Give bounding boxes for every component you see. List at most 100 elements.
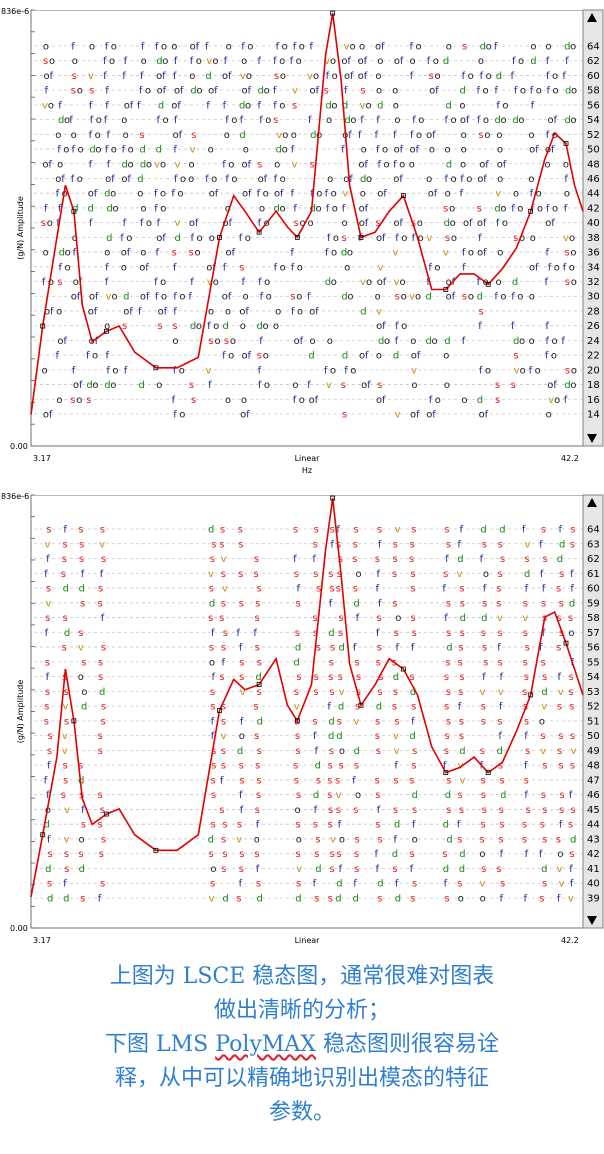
frf-marker xyxy=(443,287,449,292)
stab-symbol: o xyxy=(43,42,49,53)
stab-symbol: o xyxy=(355,569,361,580)
scroll-down-arrow-icon[interactable] xyxy=(587,916,597,925)
scroll-up-arrow-icon[interactable] xyxy=(587,13,597,22)
stab-symbol: o xyxy=(520,365,526,376)
stab-symbol: s xyxy=(354,657,359,668)
stab-symbol: s xyxy=(483,657,488,668)
stab-symbol: o xyxy=(222,218,228,229)
stab-symbol: o xyxy=(544,159,550,170)
stab-symbol: f xyxy=(162,233,166,244)
stab-symbol: f xyxy=(500,672,504,683)
stab-symbol: s xyxy=(496,598,501,609)
stab-symbol: s xyxy=(541,598,546,609)
stab-symbol: f xyxy=(564,203,568,214)
stab-symbol: s xyxy=(172,248,177,259)
stab-symbol: s xyxy=(62,613,67,624)
stab-symbol: o xyxy=(483,115,489,126)
stab-symbol: o xyxy=(156,71,162,82)
stab-symbol: o xyxy=(124,100,130,111)
stab-symbol: o xyxy=(209,657,215,668)
order-tick-label: 64 xyxy=(587,525,600,536)
stab-symbol: d xyxy=(395,894,401,905)
stab-symbol: s xyxy=(511,380,516,391)
stab-symbol: o xyxy=(547,380,553,391)
stab-symbol: f xyxy=(557,672,561,683)
stab-symbol: d xyxy=(459,849,465,860)
stab-symbol: d xyxy=(460,613,466,624)
scroll-up-arrow-icon[interactable] xyxy=(587,498,597,507)
order-tick-label: 32 xyxy=(587,277,600,288)
stab-symbol: d xyxy=(257,894,263,905)
stab-symbol: f xyxy=(383,189,387,200)
stab-symbol: f xyxy=(426,277,430,288)
stab-symbol: f xyxy=(239,879,243,890)
stab-symbol: s xyxy=(392,702,397,713)
stab-symbol: o xyxy=(377,277,383,288)
stab-symbol: s xyxy=(100,879,105,890)
stab-symbol: f xyxy=(315,86,319,97)
stab-symbol: s xyxy=(559,569,564,580)
stab-symbol: o xyxy=(468,248,474,259)
stab-symbol: s xyxy=(570,525,575,536)
stab-symbol: f xyxy=(563,262,567,273)
stab-symbol: s xyxy=(316,775,321,786)
frf-marker xyxy=(256,229,262,235)
stab-symbol: f xyxy=(400,56,404,67)
stab-symbol: f xyxy=(156,115,160,126)
stab-symbol: v xyxy=(377,262,383,273)
order-tick-label: 51 xyxy=(587,716,600,727)
stab-symbol: o xyxy=(128,145,134,156)
stab-symbol: d xyxy=(273,203,279,214)
stab-symbol: f xyxy=(208,380,212,391)
stab-symbol: v xyxy=(190,145,196,156)
frf-marker xyxy=(71,718,77,724)
stab-symbol: s xyxy=(62,643,67,654)
stab-symbol: s xyxy=(208,849,213,860)
stab-symbol: f xyxy=(58,262,62,273)
stab-symbol: s xyxy=(556,834,561,845)
stab-symbol: s xyxy=(557,702,562,713)
stab-symbol: f xyxy=(344,365,348,376)
stab-symbol: o xyxy=(95,145,101,156)
stab-symbol: s xyxy=(446,598,451,609)
stab-symbol: v xyxy=(479,687,485,698)
stab-symbol: o xyxy=(350,42,356,53)
stab-symbol: f xyxy=(376,115,380,126)
stab-symbol: o xyxy=(275,306,281,317)
stab-symbol: s xyxy=(480,775,485,786)
stab-symbol: s xyxy=(356,687,361,698)
stab-symbol: v xyxy=(174,159,180,170)
stab-symbol: f xyxy=(103,56,107,67)
stab-symbol: o xyxy=(530,233,536,244)
stab-symbol: f xyxy=(409,42,413,53)
caption-line-3-a: 下图 LMS xyxy=(105,1032,216,1057)
stab-symbol: f xyxy=(248,159,252,170)
scroll-down-arrow-icon[interactable] xyxy=(587,434,597,443)
stab-symbol: s xyxy=(257,657,262,668)
stab-symbol: d xyxy=(63,894,69,905)
stab-symbol: f xyxy=(104,115,108,126)
stab-symbol: s xyxy=(558,731,563,742)
stab-symbol: f xyxy=(258,365,262,376)
stab-symbol: o xyxy=(111,42,117,53)
stab-symbol: s xyxy=(353,805,358,816)
stab-symbol: o xyxy=(341,56,347,67)
stab-symbol: s xyxy=(565,365,570,376)
stab-symbol: f xyxy=(338,820,342,831)
order-tick-label: 55 xyxy=(587,657,600,668)
stab-symbol: s xyxy=(208,336,213,347)
stab-symbol: f xyxy=(248,351,252,362)
stab-symbol: o xyxy=(173,130,179,141)
caption: 上图为 LSCE 稳态图，通常很难对图表 做出清晰的分析； 下图 LMS Pol… xyxy=(44,960,560,1130)
stab-symbol: o xyxy=(458,894,464,905)
stab-symbol: s xyxy=(219,613,224,624)
frf-marker xyxy=(330,495,336,501)
stab-symbol: s xyxy=(80,894,85,905)
stab-symbol: s xyxy=(559,790,564,801)
stab-symbol: o xyxy=(384,336,390,347)
stab-symbol: o xyxy=(444,380,450,391)
stab-symbol: s xyxy=(392,864,397,875)
stab-symbol: o xyxy=(73,277,79,288)
stab-symbol: s xyxy=(327,820,332,831)
stab-symbol: o xyxy=(266,292,272,303)
